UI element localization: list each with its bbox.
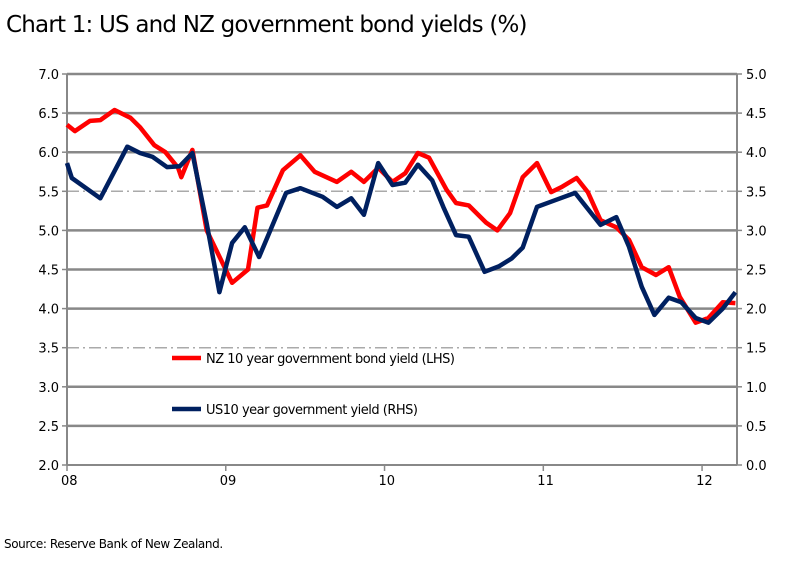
right-tick-label: 3.5 — [746, 185, 767, 200]
axes: 2.0 2.5 3.0 3.5 4.0 4.5 5.0 5.5 6.0 6.5 7.0 0.0 0.5 1… — [38, 68, 766, 489]
legend-label: NZ 10 year government bond yield (LHS) — [206, 352, 455, 367]
left-tick-label: 5.0 — [38, 224, 59, 239]
left-tick-label: 4.5 — [38, 264, 59, 279]
right-tick-label: 2.5 — [746, 264, 767, 279]
legend: NZ 10 year government bond yield (LHS) US… — [172, 352, 455, 418]
right-tick-label: 1.0 — [746, 381, 767, 396]
series-lines — [64, 107, 738, 325]
left-tick-label: 2.0 — [38, 459, 59, 474]
series-line-nz — [65, 107, 736, 325]
right-tick-label: 0.5 — [746, 420, 767, 435]
series-line-us — [64, 144, 738, 325]
left-tick-label: 3.5 — [38, 342, 59, 357]
left-tick-label: 3.0 — [38, 381, 59, 396]
x-tick-label: 09 — [220, 474, 237, 489]
x-tick-label: 12 — [696, 474, 713, 489]
source-note: Source: Reserve Bank of New Zealand. — [4, 537, 223, 551]
right-tick-label: 4.5 — [746, 107, 767, 122]
right-tick-label: 5.0 — [746, 68, 767, 83]
left-tick-label: 4.0 — [38, 303, 59, 318]
right-tick-label: 3.0 — [746, 224, 767, 239]
left-tick-label: 5.5 — [38, 185, 59, 200]
legend-label: US10 year government yield (RHS) — [206, 403, 417, 418]
right-tick-label: 4.0 — [746, 146, 767, 161]
right-tick-label: 2.0 — [746, 303, 767, 318]
gridlines — [67, 72, 737, 428]
right-tick-label: 0.0 — [746, 459, 767, 474]
left-tick-label: 6.5 — [38, 107, 59, 122]
right-tick-label: 1.5 — [746, 342, 767, 357]
x-tick-label: 08 — [61, 474, 78, 489]
chart-title: Chart 1: US and NZ government bond yield… — [6, 12, 528, 38]
x-tick-label: 10 — [379, 474, 396, 489]
x-tick-label: 11 — [537, 474, 554, 489]
left-tick-label: 2.5 — [38, 420, 59, 435]
left-tick-label: 7.0 — [38, 68, 59, 83]
left-tick-label: 6.0 — [38, 146, 59, 161]
